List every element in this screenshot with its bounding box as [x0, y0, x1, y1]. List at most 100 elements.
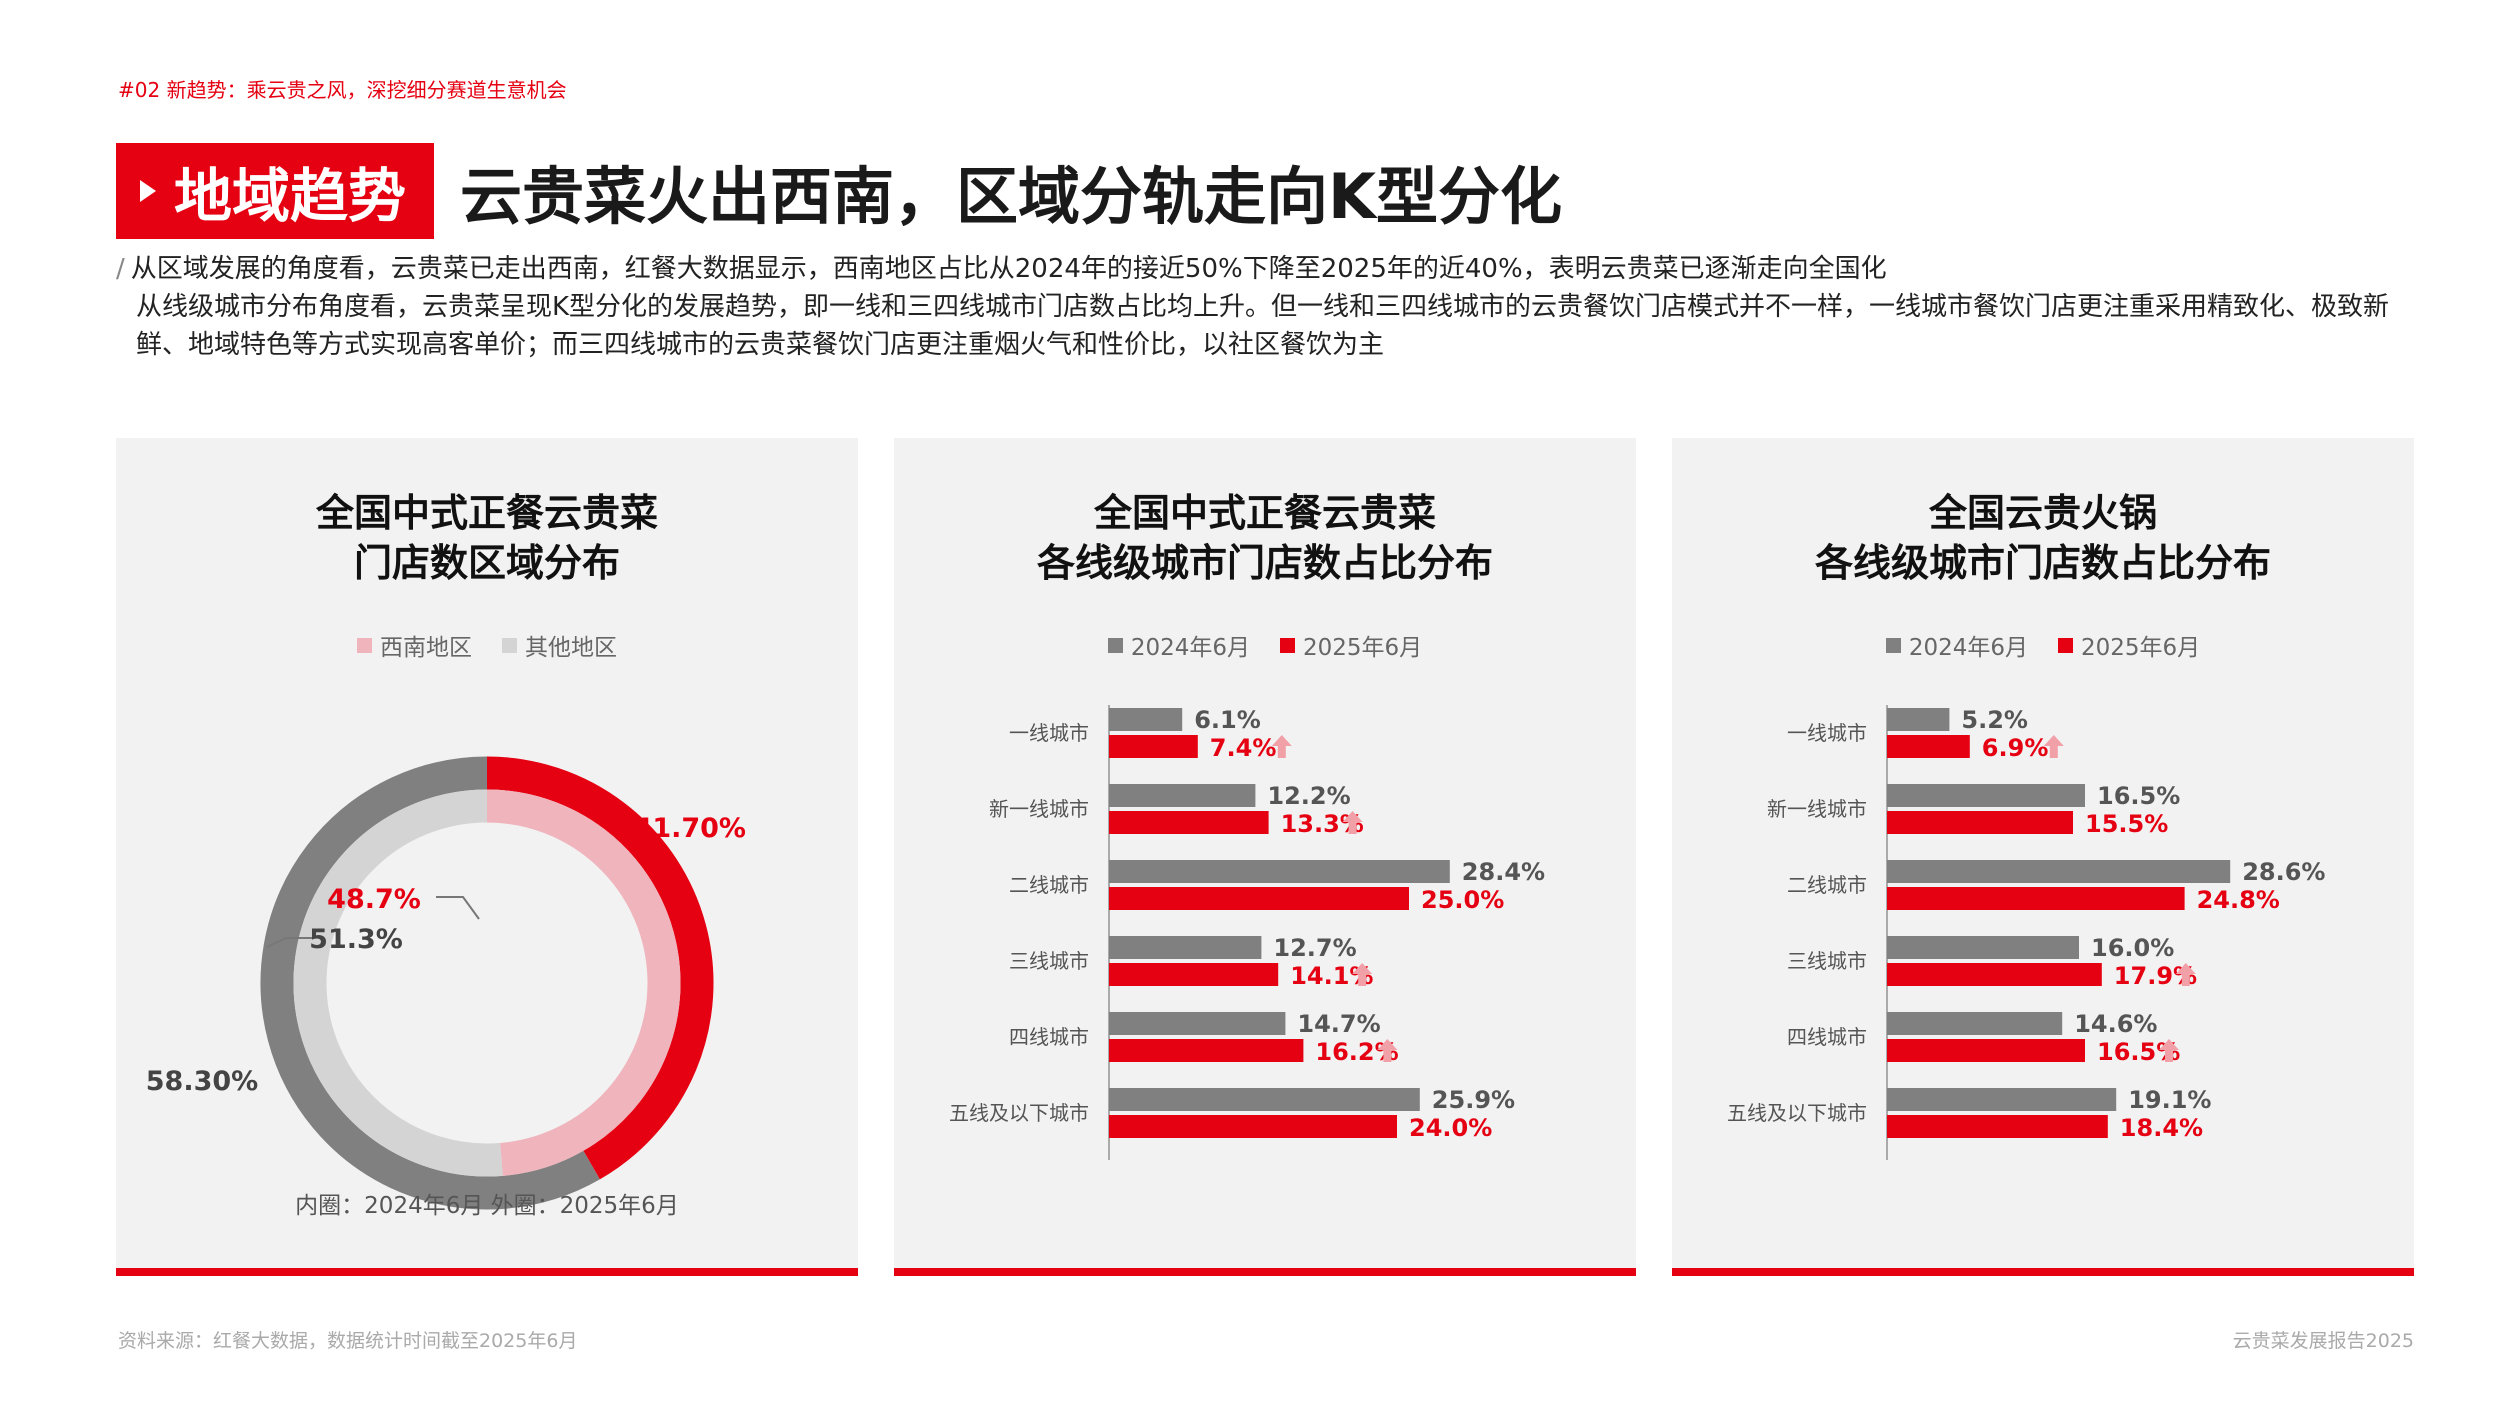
- lead-paragraph-2: 从线级城市分布角度看，云贵菜呈现K型分化的发展趋势，即一线和三四线城市门店数占比…: [136, 292, 2390, 360]
- up-arrow-icon: [1271, 735, 1292, 758]
- breadcrumb: #02 新趋势：乘云贵之风，深挖细分赛道生意机会: [118, 78, 567, 102]
- up-arrow-icon: [2159, 1039, 2179, 1062]
- bar-2025: [1887, 963, 2102, 986]
- data-label-2025: 25.0%: [1421, 886, 1504, 914]
- chart-title-line-1: 全国云贵火锅: [1928, 491, 2157, 535]
- cuisine-tier-panel: 全国中式正餐云贵菜 各线级城市门店数占比分布 2024年6月 2025年6月 一…: [894, 438, 1636, 1276]
- category-label: 三线城市: [1009, 949, 1089, 973]
- category-label: 四线城市: [1787, 1025, 1867, 1049]
- legend-swatch: [1885, 637, 1901, 653]
- inner-label-other: 51.3%: [309, 924, 403, 955]
- chart-title-line-1: 全国中式正餐云贵菜: [1093, 491, 1436, 535]
- legend-swatch: [2058, 637, 2073, 653]
- legend-swatch: [357, 637, 372, 653]
- hotpot-tier-panel: 全国云贵火锅 各线级城市门店数占比分布 2024年6月 2025年6月 一线城市…: [1672, 438, 2414, 1276]
- data-label-2024: 16.5%: [2097, 782, 2180, 810]
- chart-title: 全国云贵火锅 各线级城市门店数占比分布: [1672, 488, 2414, 588]
- chart-title-line-2: 各线级城市门店数占比分布: [1036, 541, 1493, 585]
- data-label-2025: 24.8%: [2197, 886, 2280, 914]
- data-label-2024: 14.7%: [1297, 1010, 1380, 1038]
- up-arrow-icon: [2175, 963, 2196, 986]
- legend-label: 2025年6月: [2081, 635, 2201, 661]
- category-label: 一线城市: [1009, 721, 1089, 745]
- data-label-2025: 15.5%: [2085, 810, 2168, 838]
- legend-label: 2025年6月: [1303, 635, 1423, 661]
- slash-mark: /: [116, 254, 125, 284]
- outer-label-other: 58.30%: [146, 1066, 258, 1097]
- data-label-2024: 25.9%: [1432, 1086, 1515, 1114]
- up-arrow-icon: [1342, 811, 1363, 834]
- data-label-2024: 5.2%: [1961, 706, 2028, 734]
- page-title: 云贵菜火出西南，区域分轨走向K型分化: [460, 160, 1563, 233]
- legend-label: 2024年6月: [1908, 635, 2028, 661]
- category-label: 五线及以下城市: [1727, 1101, 1867, 1125]
- outer-slice-other: [260, 756, 600, 1210]
- play-triangle-icon: [140, 180, 156, 202]
- legend-item-2024: 2024年6月: [1885, 628, 2028, 662]
- data-label-2024: 16.0%: [2091, 934, 2174, 962]
- data-label-2024: 28.6%: [2242, 858, 2325, 886]
- section-tag-label: 地域趋势: [174, 162, 407, 230]
- chart-note: 内圈：2024年6月 外圈：2025年6月: [295, 1193, 679, 1219]
- data-label-2024: 6.1%: [1194, 706, 1261, 734]
- source-note: 资料来源：红餐大数据，数据统计时间截至2025年6月: [118, 1330, 578, 1352]
- bar-2025: [1887, 887, 2185, 910]
- lead-paragraph-1: 从区域发展的角度看，云贵菜已走出西南，红餐大数据显示，西南地区占比从2024年的…: [130, 254, 1887, 284]
- legend-item-2025: 2025年6月: [1280, 628, 1422, 662]
- legend-label: 其他地区: [525, 635, 617, 661]
- bar-2024: [1887, 860, 2231, 883]
- inner-label-southwest: 48.7%: [327, 884, 421, 915]
- bar-2025: [1109, 1115, 1397, 1138]
- legend-swatch: [502, 637, 517, 653]
- category-label: 四线城市: [1009, 1025, 1089, 1049]
- data-label-2025: 24.0%: [1409, 1114, 1492, 1142]
- bar-2024: [1887, 1012, 2063, 1035]
- legend-swatch: [1107, 637, 1123, 653]
- legend-item-2025: 2025年6月: [2058, 628, 2200, 662]
- bar-2025: [1109, 963, 1279, 986]
- category-label: 三线城市: [1787, 949, 1867, 973]
- chart-title-line-1: 全国中式正餐云贵菜: [315, 491, 658, 535]
- leader-line-inner-southwest: [436, 896, 480, 920]
- legend-label: 2024年6月: [1130, 635, 1250, 661]
- bar-2025: [1109, 811, 1269, 834]
- category-label: 二线城市: [1009, 873, 1089, 897]
- bar-2025: [1109, 1039, 1304, 1062]
- bar-2024: [1109, 784, 1256, 807]
- bar-2024: [1887, 936, 2079, 959]
- outer-slice-southwest: [486, 756, 714, 1180]
- report-name: 云贵菜发展报告2025: [2232, 1330, 2414, 1352]
- chart-title: 全国中式正餐云贵菜 门店数区域分布: [116, 488, 858, 588]
- bar-2024: [1109, 1088, 1420, 1111]
- chart-title-line-2: 门店数区域分布: [353, 541, 620, 585]
- data-label-2024: 12.7%: [1273, 934, 1356, 962]
- bar-2024: [1109, 860, 1450, 883]
- section-tag: 地域趋势: [116, 143, 435, 239]
- inner-slice-other: [293, 789, 503, 1177]
- up-arrow-icon: [1377, 1039, 1398, 1062]
- donut-chart: 48.7% 51.3% 41.70% 58.30%: [146, 756, 746, 1210]
- bar-2025: [1109, 735, 1198, 758]
- bar-chart: 一线城市 6.1%7.4%新一线城市 12.2%13.3%二线城市 28.4%25.0…: [949, 705, 1545, 1160]
- category-label: 二线城市: [1787, 873, 1867, 897]
- legend-item-other: 其他地区: [502, 628, 617, 662]
- legend-item-2024: 2024年6月: [1107, 628, 1250, 662]
- bar-2025: [1887, 1039, 2085, 1062]
- data-label-2024: 28.4%: [1462, 858, 1545, 886]
- bar-2024: [1887, 784, 2085, 807]
- data-label-2025: 6.9%: [1982, 734, 2049, 762]
- outer-label-southwest: 41.70%: [634, 813, 746, 844]
- data-label-2025: 18.4%: [2120, 1114, 2203, 1142]
- data-label-2024: 12.2%: [1267, 782, 1350, 810]
- up-arrow-icon: [2043, 735, 2064, 758]
- legend-item-southwest: 西南地区: [357, 628, 472, 662]
- bar-chart: 一线城市 5.2%6.9% 新一线城市 16.5%15.5% 二线城市 28.6%24.8…: [1727, 705, 2325, 1160]
- bar-2025: [1109, 887, 1409, 910]
- category-label: 新一线城市: [989, 797, 1089, 821]
- legend-label: 西南地区: [380, 635, 472, 661]
- bar-2025: [1887, 1115, 2108, 1138]
- page-header: 地域趋势 云贵菜火出西南，区域分轨走向K型分化: [116, 143, 1562, 239]
- category-label: 五线及以下城市: [949, 1101, 1089, 1125]
- region-distribution-panel: 全国中式正餐云贵菜 门店数区域分布 西南地区 其他地区 48.7% 51.3% 41…: [116, 438, 858, 1276]
- bar-2024: [1109, 708, 1183, 731]
